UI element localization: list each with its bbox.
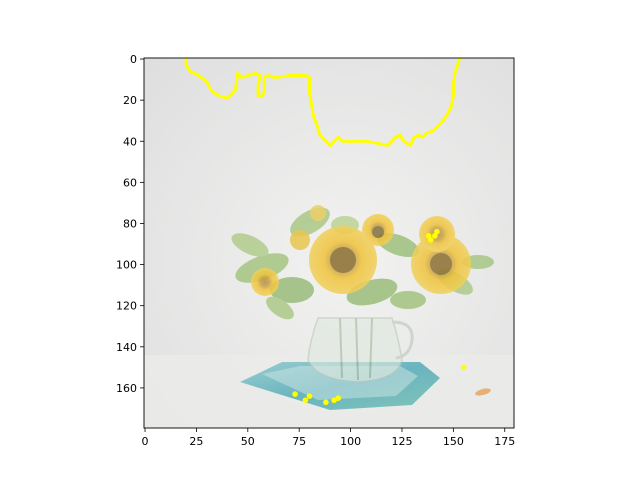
x-tick-label: 0 [142, 435, 149, 448]
y-tick-label: 40 [123, 135, 137, 148]
y-tick-label: 60 [123, 176, 137, 189]
y-tick-label: 20 [123, 94, 137, 107]
x-tick-label: 75 [292, 435, 306, 448]
y-tick-label: 160 [116, 382, 137, 395]
y-tick-label: 80 [123, 217, 137, 230]
x-tick-label: 175 [494, 435, 515, 448]
y-axis: 0 20 40 60 80 100 120 140 160 [116, 53, 144, 395]
x-tick-label: 100 [340, 435, 361, 448]
x-axis: 0 25 50 75 100 125 150 175 [142, 428, 515, 448]
y-tick-label: 120 [116, 300, 137, 313]
sunflowers [251, 205, 471, 296]
fallen-petal [475, 388, 491, 396]
y-tick-label: 140 [116, 341, 137, 354]
x-tick-label: 50 [241, 435, 255, 448]
contour-marker [335, 395, 342, 401]
contour-marker [427, 237, 434, 243]
contour-line [184, 58, 461, 147]
contour-marker [306, 393, 313, 399]
contour-marker [302, 397, 309, 404]
contour-marker [292, 391, 298, 397]
sunflower-left [251, 268, 279, 296]
plot-frame [143, 57, 515, 429]
y-tick-label: 100 [116, 259, 137, 272]
contour-marker [434, 228, 440, 235]
contour-overlay [184, 58, 467, 406]
sunflower-small [290, 230, 310, 250]
x-tick-label: 125 [391, 435, 412, 448]
contour-marker [323, 399, 329, 406]
contour-marker [460, 364, 467, 371]
sunflower-vase-image [144, 58, 514, 428]
glass-pitcher [307, 317, 414, 383]
x-tick-label: 150 [443, 435, 464, 448]
x-tick-label: 25 [189, 435, 203, 448]
y-tick-label: 0 [130, 53, 137, 66]
